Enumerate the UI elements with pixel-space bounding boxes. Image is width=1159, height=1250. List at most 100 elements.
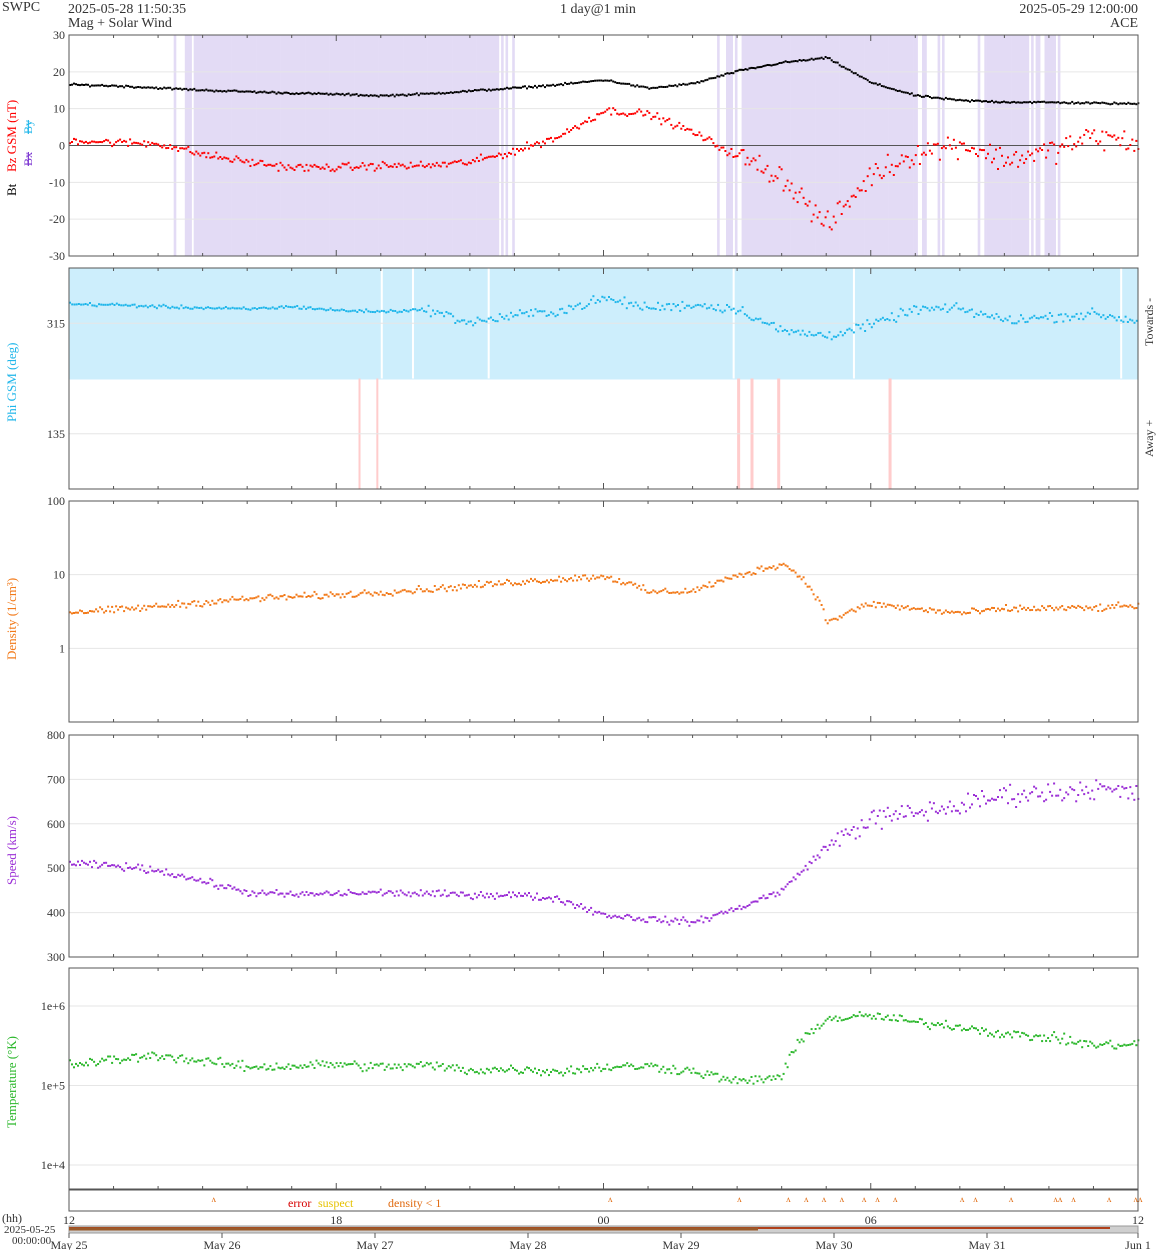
temperature-point — [636, 1067, 639, 1070]
density-point — [722, 580, 725, 583]
phi-point — [541, 310, 544, 313]
bt-point — [263, 90, 266, 93]
temperature-point — [838, 1016, 841, 1019]
phi-point — [763, 322, 766, 324]
density-point — [708, 581, 711, 584]
density-point — [393, 589, 396, 592]
phi-point — [701, 305, 704, 308]
bt-point — [95, 84, 98, 87]
phi-point — [182, 307, 185, 310]
temperature-point — [876, 1012, 879, 1015]
phi-point — [1015, 322, 1018, 325]
speed-point — [447, 894, 450, 897]
density-point — [598, 576, 601, 579]
bt-point — [113, 84, 116, 87]
temperature-point — [973, 1027, 975, 1030]
temperature-point — [572, 1072, 575, 1075]
phi-point — [1080, 312, 1083, 315]
bt-point — [1059, 102, 1062, 105]
phi-point — [861, 323, 864, 326]
speed-point — [892, 813, 895, 816]
speed-point — [293, 894, 296, 897]
density-point — [1065, 609, 1068, 612]
temperature-point — [177, 1056, 180, 1059]
temperature-point — [512, 1067, 514, 1069]
temperature-point — [804, 1032, 807, 1035]
bz-point — [391, 165, 394, 168]
density-point — [656, 592, 659, 595]
density-point — [275, 596, 278, 599]
speed-point — [251, 890, 254, 893]
bz-point — [215, 151, 218, 154]
temperature-point — [1063, 1032, 1066, 1035]
density-point — [261, 597, 264, 600]
bz-point — [117, 139, 120, 142]
speed-point — [632, 918, 635, 921]
bt-point — [812, 58, 815, 61]
bt-point — [187, 89, 190, 92]
density-point — [594, 577, 597, 580]
bz-point — [109, 141, 112, 144]
bz-point — [347, 161, 350, 164]
temperature-point — [1087, 1045, 1090, 1047]
temperature-point — [1085, 1040, 1088, 1043]
bz-point — [640, 110, 643, 113]
bz-point — [1017, 165, 1020, 168]
temperature-point — [676, 1073, 679, 1076]
density-point — [670, 591, 673, 594]
density-point — [1131, 605, 1134, 608]
y-tick-label: 600 — [47, 817, 65, 831]
bt-point — [712, 77, 715, 80]
bt-point — [161, 87, 164, 90]
phi-point — [828, 331, 831, 334]
phi-point — [1028, 317, 1031, 320]
bt-point — [121, 85, 124, 88]
phi-point — [427, 304, 430, 307]
bz-point — [1135, 139, 1138, 142]
temperature-point — [836, 1020, 839, 1022]
density-point — [145, 608, 148, 611]
temperature-point — [808, 1032, 811, 1035]
phi-point — [670, 309, 673, 312]
bt-point — [411, 93, 414, 96]
bt-point — [1133, 102, 1136, 105]
bz-point — [1089, 137, 1092, 139]
speed-point — [449, 892, 452, 894]
speed-point — [944, 812, 947, 815]
speed-point — [852, 826, 855, 828]
phi-point — [200, 306, 203, 309]
speed-point — [247, 895, 250, 897]
phi-point — [465, 322, 468, 325]
bz-point — [193, 153, 196, 156]
bt-point — [309, 92, 312, 95]
bt-point — [1057, 101, 1060, 104]
phi-point — [336, 309, 339, 312]
temperature-point — [1111, 1045, 1114, 1048]
temperature-point — [726, 1076, 729, 1079]
speed-point — [311, 892, 314, 895]
bz-point — [696, 134, 699, 136]
phi-point — [429, 315, 432, 318]
density-point — [690, 590, 693, 593]
speed-point — [201, 881, 204, 884]
phi-point — [265, 306, 267, 309]
temperature-point — [971, 1025, 973, 1028]
speed-point — [223, 887, 226, 890]
speed-point — [752, 900, 755, 903]
phi-point — [329, 307, 332, 310]
bz-point — [333, 170, 336, 173]
temperature-point — [321, 1060, 324, 1063]
density-point — [534, 578, 536, 581]
temperature-point — [1013, 1030, 1016, 1033]
bz-point — [483, 157, 486, 160]
temperature-point — [582, 1065, 585, 1068]
bt-point — [191, 88, 194, 91]
day-tick-label: May 30 — [816, 1238, 853, 1250]
speed-point — [281, 892, 284, 895]
temperature-point — [942, 1026, 945, 1029]
bz-point — [1007, 156, 1009, 159]
overview-timebar[interactable]: May 25 May 26 May 27 May 28 May 29 May 30 May … — [51, 1225, 1151, 1250]
speed-point — [844, 828, 847, 831]
bt-point — [1037, 100, 1040, 103]
bz-point — [273, 164, 276, 167]
